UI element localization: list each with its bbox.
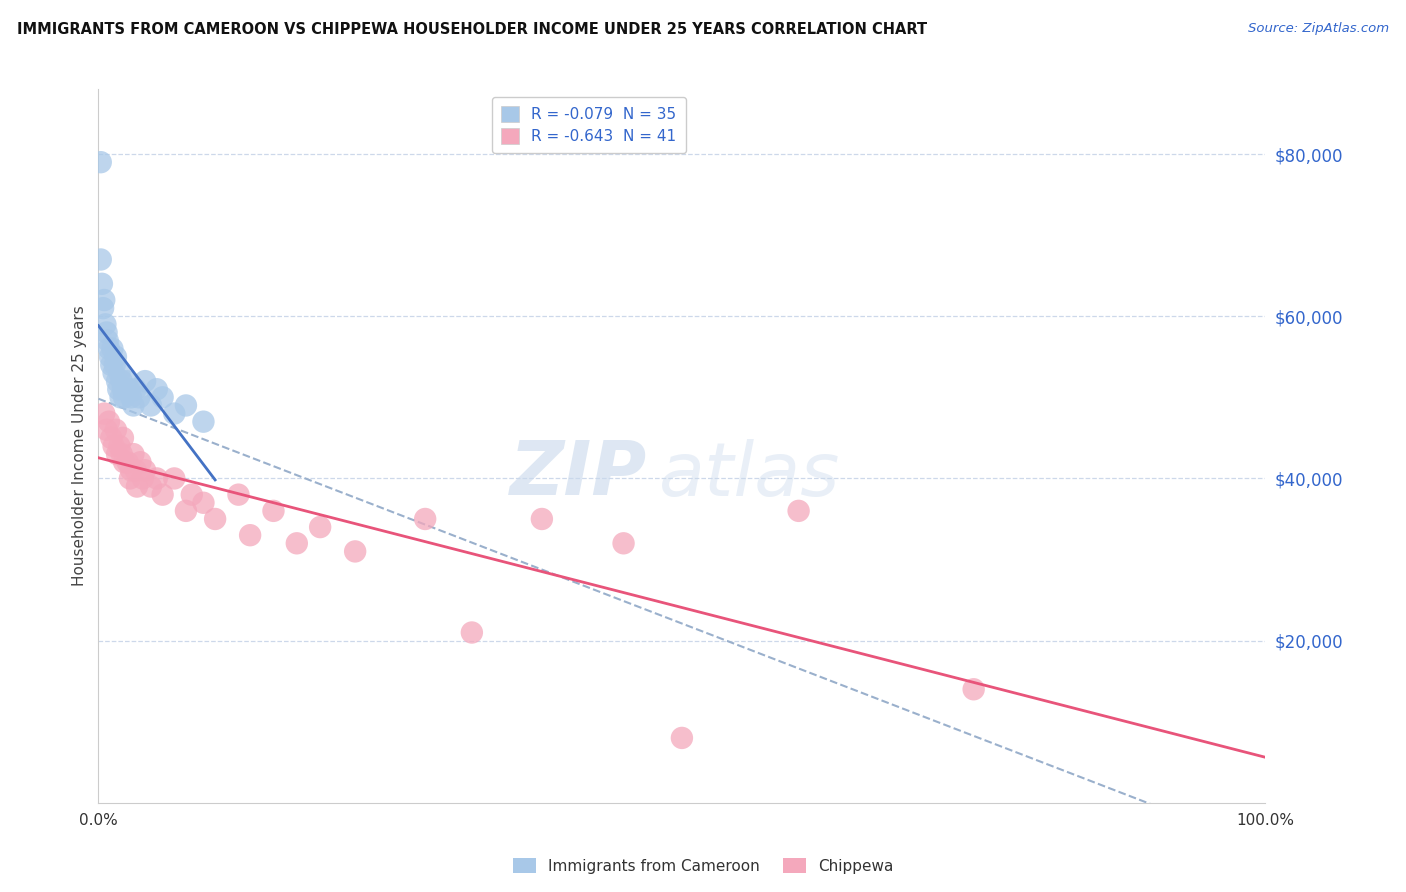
Point [228, 488, 250, 502]
Point [94, 318, 117, 332]
Point [103, 366, 125, 380]
Point [163, 407, 186, 421]
Point [122, 399, 145, 413]
Point [93, 407, 115, 421]
Point [193, 415, 215, 429]
Point [239, 528, 262, 542]
Point [174, 399, 197, 413]
Point [461, 625, 484, 640]
Point [111, 374, 134, 388]
Point [125, 479, 148, 493]
Point [117, 455, 139, 469]
Point [103, 439, 125, 453]
Text: IMMIGRANTS FROM CAMEROON VS CHIPPEWA HOUSEHOLDER INCOME UNDER 25 YEARS CORRELATI: IMMIGRANTS FROM CAMEROON VS CHIPPEWA HOU… [17, 22, 927, 37]
Point [111, 431, 134, 445]
Text: ZIP: ZIP [509, 438, 647, 511]
Point [122, 447, 145, 461]
Y-axis label: Householder Income Under 25 years: Householder Income Under 25 years [72, 306, 87, 586]
Text: atlas: atlas [658, 439, 839, 510]
Point [146, 382, 169, 396]
Point [97, 334, 120, 348]
Point [120, 390, 142, 404]
Point [97, 342, 120, 356]
Point [530, 512, 553, 526]
Legend: R = -0.079  N = 35, R = -0.643  N = 41: R = -0.079 N = 35, R = -0.643 N = 41 [492, 97, 686, 153]
Point [152, 390, 174, 404]
Point [101, 342, 124, 356]
Point [128, 390, 150, 404]
Point [96, 326, 118, 340]
Point [134, 374, 156, 388]
Point [104, 350, 127, 364]
Point [90, 277, 112, 291]
Point [413, 512, 436, 526]
Point [285, 536, 308, 550]
Point [125, 382, 148, 396]
Point [262, 504, 284, 518]
Point [90, 252, 112, 267]
Point [115, 374, 138, 388]
Point [309, 520, 332, 534]
Point [96, 423, 118, 437]
Point [152, 488, 174, 502]
Point [98, 350, 121, 364]
Point [108, 366, 131, 380]
Point [97, 415, 120, 429]
Point [91, 301, 114, 315]
Point [105, 447, 128, 461]
Point [111, 382, 134, 396]
Point [193, 496, 215, 510]
Point [111, 447, 134, 461]
Point [110, 390, 132, 404]
Point [120, 463, 142, 477]
Point [139, 399, 162, 413]
Point [104, 423, 127, 437]
Point [132, 471, 155, 485]
Point [134, 463, 156, 477]
Point [107, 382, 129, 396]
Point [180, 488, 202, 502]
Point [204, 512, 226, 526]
Text: Source: ZipAtlas.com: Source: ZipAtlas.com [1249, 22, 1389, 36]
Point [118, 382, 141, 396]
Point [344, 544, 367, 558]
Point [146, 471, 169, 485]
Point [100, 431, 122, 445]
Point [787, 504, 810, 518]
Point [174, 504, 197, 518]
Point [125, 463, 148, 477]
Point [108, 439, 131, 453]
Point [163, 471, 186, 485]
Point [118, 471, 141, 485]
Point [93, 293, 115, 307]
Point [671, 731, 693, 745]
Point [104, 358, 127, 372]
Point [112, 390, 135, 404]
Point [613, 536, 636, 550]
Point [129, 455, 152, 469]
Point [90, 155, 112, 169]
Point [100, 358, 122, 372]
Point [112, 455, 135, 469]
Point [105, 374, 128, 388]
Point [962, 682, 984, 697]
Legend: Immigrants from Cameroon, Chippewa: Immigrants from Cameroon, Chippewa [506, 852, 900, 880]
Point [139, 479, 162, 493]
